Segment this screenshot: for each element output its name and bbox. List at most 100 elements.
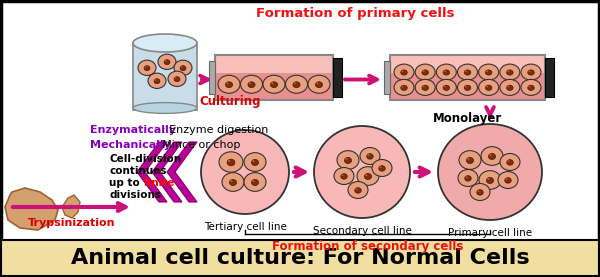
- Ellipse shape: [529, 71, 530, 72]
- Ellipse shape: [174, 60, 192, 75]
- Ellipse shape: [401, 86, 403, 87]
- Ellipse shape: [367, 154, 373, 159]
- Ellipse shape: [464, 70, 471, 75]
- Ellipse shape: [244, 173, 266, 191]
- Ellipse shape: [180, 66, 186, 71]
- Ellipse shape: [487, 178, 490, 180]
- Ellipse shape: [521, 64, 541, 80]
- Ellipse shape: [337, 151, 359, 169]
- Ellipse shape: [458, 64, 478, 80]
- Ellipse shape: [218, 75, 240, 93]
- Ellipse shape: [423, 86, 425, 87]
- Bar: [384, 61, 390, 94]
- Ellipse shape: [229, 179, 236, 186]
- Text: Animal cell culture: For Normal Cells: Animal cell culture: For Normal Cells: [71, 248, 529, 268]
- Ellipse shape: [459, 151, 481, 169]
- Ellipse shape: [477, 190, 483, 195]
- Ellipse shape: [294, 83, 296, 84]
- Ellipse shape: [465, 176, 471, 181]
- Ellipse shape: [508, 71, 509, 72]
- Ellipse shape: [368, 154, 370, 156]
- Ellipse shape: [488, 153, 496, 160]
- Polygon shape: [5, 188, 58, 230]
- Ellipse shape: [164, 60, 170, 65]
- Ellipse shape: [155, 79, 157, 81]
- Ellipse shape: [443, 70, 449, 75]
- Ellipse shape: [154, 79, 160, 84]
- Ellipse shape: [422, 85, 428, 90]
- Ellipse shape: [241, 75, 263, 93]
- Ellipse shape: [344, 157, 352, 163]
- Ellipse shape: [244, 153, 266, 171]
- Bar: [133, 43, 197, 110]
- Ellipse shape: [308, 75, 330, 93]
- Ellipse shape: [479, 171, 501, 189]
- Ellipse shape: [365, 174, 367, 176]
- Ellipse shape: [415, 79, 435, 95]
- Bar: [390, 73, 545, 100]
- Bar: [215, 55, 333, 73]
- Text: Formation of secondary cells: Formation of secondary cells: [272, 240, 463, 253]
- Bar: [215, 55, 333, 100]
- Bar: [209, 61, 215, 94]
- Ellipse shape: [230, 180, 232, 182]
- Ellipse shape: [145, 66, 146, 68]
- Ellipse shape: [251, 160, 259, 165]
- Text: divisions: divisions: [109, 190, 161, 200]
- Bar: [1, 240, 599, 276]
- Polygon shape: [137, 142, 167, 202]
- Ellipse shape: [181, 66, 182, 68]
- Ellipse shape: [263, 75, 285, 93]
- Text: Tertiary cell line: Tertiary cell line: [203, 222, 286, 232]
- Polygon shape: [167, 142, 197, 202]
- Ellipse shape: [175, 77, 176, 79]
- Bar: [390, 55, 545, 100]
- Ellipse shape: [401, 70, 407, 75]
- Ellipse shape: [500, 79, 520, 95]
- Text: Monolayer: Monolayer: [433, 112, 502, 125]
- Ellipse shape: [498, 171, 518, 189]
- Ellipse shape: [481, 147, 503, 165]
- Ellipse shape: [467, 158, 469, 160]
- Text: Cell-division: Cell-division: [109, 154, 181, 164]
- Ellipse shape: [168, 71, 186, 86]
- Ellipse shape: [380, 166, 382, 168]
- Ellipse shape: [228, 160, 230, 162]
- Ellipse shape: [485, 70, 492, 75]
- Ellipse shape: [316, 82, 323, 88]
- Ellipse shape: [316, 83, 319, 84]
- Text: : Mince or chop: : Mince or chop: [155, 140, 241, 150]
- Ellipse shape: [506, 85, 513, 90]
- Ellipse shape: [227, 159, 235, 166]
- Ellipse shape: [508, 86, 509, 87]
- Ellipse shape: [401, 71, 403, 72]
- Ellipse shape: [458, 79, 478, 95]
- Ellipse shape: [507, 160, 513, 165]
- Ellipse shape: [356, 188, 358, 190]
- Ellipse shape: [465, 86, 467, 87]
- Ellipse shape: [348, 181, 368, 199]
- Ellipse shape: [286, 75, 308, 93]
- Ellipse shape: [486, 71, 488, 72]
- Ellipse shape: [341, 174, 347, 179]
- Ellipse shape: [443, 85, 449, 90]
- Ellipse shape: [138, 60, 156, 75]
- Text: : Enzyme digestion: : Enzyme digestion: [162, 125, 268, 135]
- Ellipse shape: [466, 157, 473, 163]
- Ellipse shape: [357, 167, 379, 185]
- Ellipse shape: [133, 102, 197, 113]
- Ellipse shape: [253, 160, 254, 162]
- Text: Mechanically: Mechanically: [90, 140, 171, 150]
- Text: continues: continues: [109, 166, 167, 176]
- Ellipse shape: [479, 64, 499, 80]
- Ellipse shape: [423, 71, 425, 72]
- Ellipse shape: [158, 54, 176, 70]
- Bar: [215, 73, 333, 100]
- Ellipse shape: [226, 82, 233, 88]
- Ellipse shape: [394, 64, 414, 80]
- Text: finite: finite: [144, 178, 175, 188]
- Ellipse shape: [464, 85, 471, 90]
- Ellipse shape: [174, 77, 180, 82]
- Ellipse shape: [165, 60, 166, 62]
- Bar: [390, 55, 545, 73]
